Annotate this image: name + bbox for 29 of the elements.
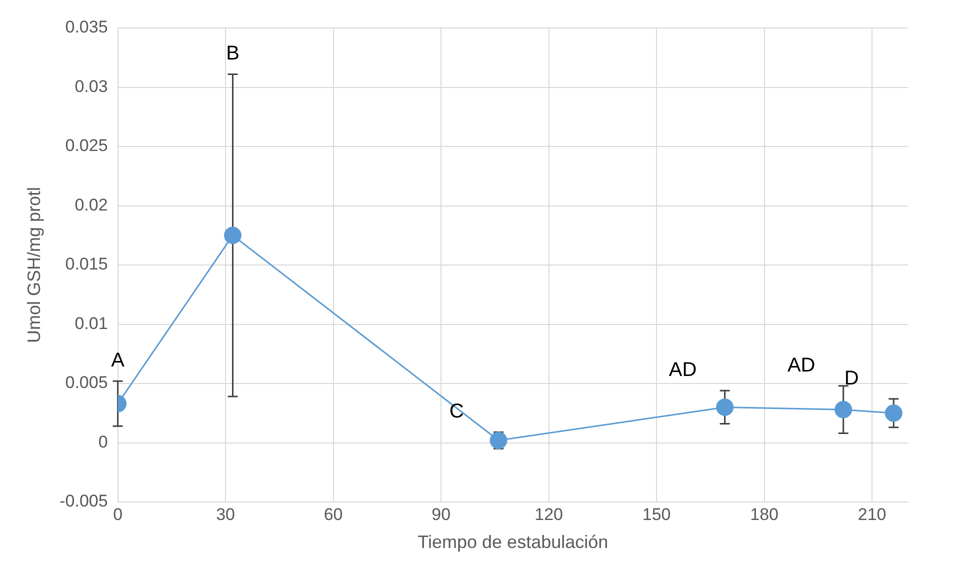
x-tick-label: 90 [432,504,451,524]
x-tick-label: 210 [858,504,886,524]
x-tick-label: 30 [216,504,236,524]
y-tick-label: 0.025 [65,136,108,156]
x-tick-label: 180 [750,504,779,524]
point [834,400,852,418]
annotation: B [226,42,240,65]
y-tick-label: 0 [98,432,108,452]
annotation: D [844,367,859,390]
y-tick-label: 0.015 [65,254,108,274]
y-tick-label: -0.005 [60,492,108,511]
point [224,226,242,244]
x-tick-label: 150 [642,504,671,524]
y-tick-label: 0.035 [65,18,108,37]
annotation: AD [668,359,697,382]
x-tick-label: 60 [324,504,343,524]
point [716,398,734,416]
y-axis-title: Umol GSH/mg protl [24,186,44,344]
annotation: A [111,350,126,372]
y-tick-label: 0.005 [65,373,108,392]
y-tick-label: 0.02 [74,195,108,214]
y-tick-label: 0.03 [74,76,108,96]
x-tick-label: 0 [113,504,123,524]
point [490,431,508,450]
point [884,404,902,422]
y-tick-label: 0.01 [74,314,108,333]
x-tick-label: 120 [534,504,564,524]
x-axis-title: Tiempo de estabulación [418,532,608,552]
annotation: AD [787,354,816,376]
